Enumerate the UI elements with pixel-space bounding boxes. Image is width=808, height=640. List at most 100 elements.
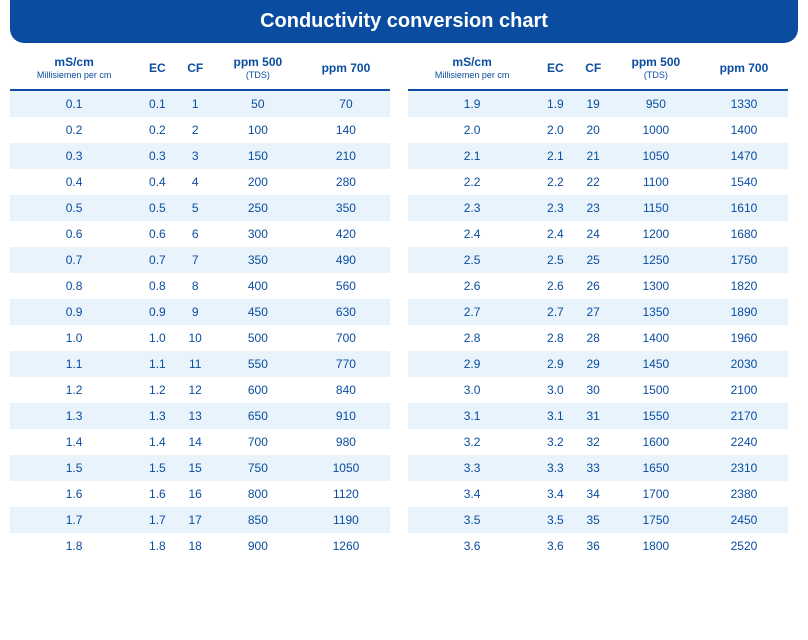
- col-ms-cm: mS/cmMillisiemen per cm: [408, 49, 536, 90]
- col-ppm500: ppm 500(TDS): [612, 49, 700, 90]
- table-cell: 2030: [700, 351, 788, 377]
- table-cell: 350: [302, 195, 390, 221]
- table-cell: 1600: [612, 429, 700, 455]
- table-row: 0.50.55250350: [10, 195, 390, 221]
- col-cf: CF: [177, 49, 214, 90]
- table-cell: 100: [214, 117, 302, 143]
- table-cell: 1350: [612, 299, 700, 325]
- table-cell: 17: [177, 507, 214, 533]
- table-cell: 1550: [612, 403, 700, 429]
- table-cell: 3.3: [536, 455, 574, 481]
- table-cell: 22: [575, 169, 612, 195]
- table-cell: 250: [214, 195, 302, 221]
- table-cell: 300: [214, 221, 302, 247]
- table-cell: 1890: [700, 299, 788, 325]
- table-cell: 2450: [700, 507, 788, 533]
- table-cell: 1: [177, 90, 214, 117]
- table-row: 1.21.212600840: [10, 377, 390, 403]
- table-row: 2.72.72713501890: [408, 299, 788, 325]
- table-cell: 70: [302, 90, 390, 117]
- col-ec: EC: [536, 49, 574, 90]
- table-cell: 3.1: [536, 403, 574, 429]
- table-cell: 3.4: [408, 481, 536, 507]
- table-row: 2.62.62613001820: [408, 273, 788, 299]
- table-cell: 1800: [612, 533, 700, 559]
- table-cell: 550: [214, 351, 302, 377]
- table-cell: 560: [302, 273, 390, 299]
- table-cell: 1540: [700, 169, 788, 195]
- table-row: 0.10.115070: [10, 90, 390, 117]
- table-cell: 12: [177, 377, 214, 403]
- col-ec: EC: [138, 49, 176, 90]
- table-cell: 2100: [700, 377, 788, 403]
- table-body-left: 0.10.1150700.20.221001400.30.331502100.4…: [10, 90, 390, 559]
- table-cell: 850: [214, 507, 302, 533]
- table-cell: 21: [575, 143, 612, 169]
- table-row: 0.40.44200280: [10, 169, 390, 195]
- table-cell: 1400: [612, 325, 700, 351]
- col-ppm700: ppm 700: [700, 49, 788, 90]
- table-row: 2.52.52512501750: [408, 247, 788, 273]
- table-cell: 3.1: [408, 403, 536, 429]
- table-cell: 35: [575, 507, 612, 533]
- table-row: 0.70.77350490: [10, 247, 390, 273]
- table-row: 0.80.88400560: [10, 273, 390, 299]
- tables-container: mS/cmMillisiemen per cm EC CF ppm 500(TD…: [0, 49, 808, 559]
- table-cell: 2.3: [536, 195, 574, 221]
- col-ppm700: ppm 700: [302, 49, 390, 90]
- table-cell: 2.7: [536, 299, 574, 325]
- table-cell: 1700: [612, 481, 700, 507]
- table-cell: 2.3: [408, 195, 536, 221]
- table-cell: 1.4: [138, 429, 176, 455]
- table-cell: 1.5: [138, 455, 176, 481]
- table-cell: 700: [302, 325, 390, 351]
- table-cell: 25: [575, 247, 612, 273]
- table-row: 0.30.33150210: [10, 143, 390, 169]
- table-cell: 840: [302, 377, 390, 403]
- table-cell: 1610: [700, 195, 788, 221]
- table-row: 1.51.5157501050: [10, 455, 390, 481]
- table-row: 1.71.7178501190: [10, 507, 390, 533]
- chart-title: Conductivity conversion chart: [10, 0, 798, 43]
- table-cell: 1190: [302, 507, 390, 533]
- table-cell: 3.6: [408, 533, 536, 559]
- table-cell: 36: [575, 533, 612, 559]
- table-cell: 1.0: [138, 325, 176, 351]
- table-cell: 7: [177, 247, 214, 273]
- table-cell: 1.8: [138, 533, 176, 559]
- table-row: 0.60.66300420: [10, 221, 390, 247]
- table-row: 2.82.82814001960: [408, 325, 788, 351]
- table-row: 2.42.42412001680: [408, 221, 788, 247]
- table-cell: 1820: [700, 273, 788, 299]
- table-cell: 2.9: [408, 351, 536, 377]
- table-cell: 5: [177, 195, 214, 221]
- table-cell: 1.3: [138, 403, 176, 429]
- table-cell: 400: [214, 273, 302, 299]
- table-row: 1.81.8189001260: [10, 533, 390, 559]
- col-cf: CF: [575, 49, 612, 90]
- table-cell: 2310: [700, 455, 788, 481]
- table-cell: 0.8: [138, 273, 176, 299]
- table-cell: 1960: [700, 325, 788, 351]
- table-cell: 3.5: [408, 507, 536, 533]
- table-cell: 1050: [302, 455, 390, 481]
- table-cell: 0.6: [138, 221, 176, 247]
- table-row: 3.53.53517502450: [408, 507, 788, 533]
- table-cell: 0.5: [10, 195, 138, 221]
- table-row: 2.92.92914502030: [408, 351, 788, 377]
- table-cell: 3.5: [536, 507, 574, 533]
- table-row: 3.63.63618002520: [408, 533, 788, 559]
- table-cell: 3.0: [536, 377, 574, 403]
- table-cell: 33: [575, 455, 612, 481]
- table-cell: 0.6: [10, 221, 138, 247]
- table-row: 2.32.32311501610: [408, 195, 788, 221]
- table-cell: 3.4: [536, 481, 574, 507]
- table-row: 1.91.9199501330: [408, 90, 788, 117]
- table-cell: 750: [214, 455, 302, 481]
- table-cell: 8: [177, 273, 214, 299]
- table-cell: 650: [214, 403, 302, 429]
- table-cell: 210: [302, 143, 390, 169]
- table-cell: 1.5: [10, 455, 138, 481]
- table-cell: 16: [177, 481, 214, 507]
- table-cell: 2.1: [408, 143, 536, 169]
